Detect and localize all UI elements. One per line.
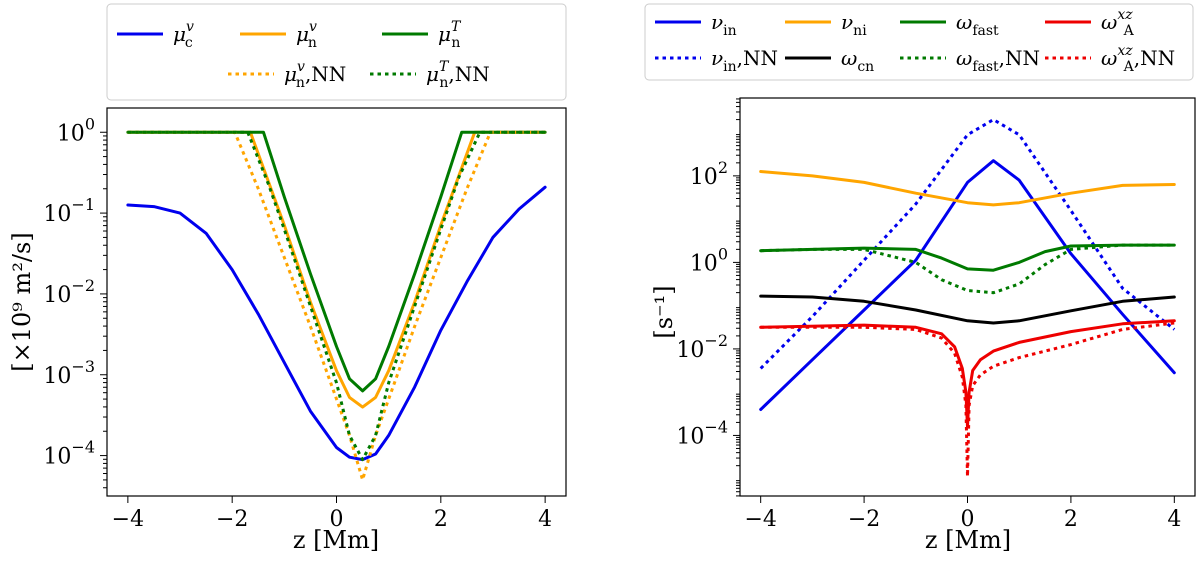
left-y-ticks: 100 10−1 10−2 10−3 10−4 xyxy=(43,114,107,489)
y-tick-label: 10−3 xyxy=(43,357,95,389)
left-series xyxy=(126,130,547,482)
right-y-axis-label: [s⁻¹] xyxy=(650,285,678,338)
legend-label: νni xyxy=(841,10,867,39)
left-legend-items: μv c μv n μT n μv n,NN μT n,NN xyxy=(117,19,490,91)
left-legend xyxy=(106,3,567,101)
legend-label: μv c xyxy=(173,19,194,51)
legend-label: νin,NN xyxy=(711,46,778,75)
left-y-axis-label: [×10⁹ m²/s] xyxy=(8,232,36,371)
right-x-ticks: −4 −2 0 2 4 xyxy=(744,496,1181,532)
series-line-mu_n_T_NN xyxy=(127,130,546,462)
x-tick-label: 2 xyxy=(1064,507,1078,532)
x-tick-label: −2 xyxy=(848,507,880,532)
y-tick-label: 10−2 xyxy=(676,331,728,363)
x-tick-label: 4 xyxy=(1167,507,1181,532)
legend-label: μv n xyxy=(296,19,317,51)
x-tick-label: 4 xyxy=(538,507,552,532)
legend-label: νin xyxy=(711,10,737,39)
legend-label: ωcn xyxy=(841,46,874,75)
right-y-ticks: 102 100 10−2 10−4 xyxy=(676,98,740,497)
series-line-mu_c_v xyxy=(126,185,547,462)
left-chart: μv c μv n μT n μv n,NN μT n,NN −4 −2 0 2 4 100 10−1 10−… xyxy=(8,3,567,554)
left-plot-frame xyxy=(106,107,567,497)
y-tick-label: 10−4 xyxy=(676,417,728,449)
series-line-omega_fast_NN xyxy=(760,243,1175,295)
y-tick-label: 102 xyxy=(690,158,728,190)
x-tick-label: −4 xyxy=(744,507,776,532)
x-tick-label: 2 xyxy=(434,507,448,532)
series-line-nu_ni xyxy=(759,170,1176,207)
series-line-mu_n_v xyxy=(126,130,547,409)
x-tick-label: 0 xyxy=(330,507,344,532)
y-tick-label: 10−4 xyxy=(43,438,95,470)
series-line-omega_A_xz_NN xyxy=(760,321,1175,478)
series-line-omega_fast xyxy=(759,243,1176,272)
right-series xyxy=(759,118,1176,478)
legend-label: ωfast,NN xyxy=(956,46,1040,75)
legend-label: ωfast xyxy=(956,10,999,39)
y-tick-label: 100 xyxy=(690,244,728,276)
right-x-axis-label: z [Mm] xyxy=(925,526,1011,554)
legend-label: ωxz A xyxy=(1101,7,1135,39)
legend-label: μT n xyxy=(438,19,462,51)
series-line-mu_n_T xyxy=(126,130,547,393)
y-tick-label: 10−1 xyxy=(43,195,95,227)
legend-label: ωxz A,NN xyxy=(1101,43,1175,75)
series-line-nu_in xyxy=(759,159,1176,411)
legend-label: μv n,NN xyxy=(284,59,346,91)
series-line-mu_n_v_NN xyxy=(127,130,546,482)
x-tick-label: 0 xyxy=(961,507,975,532)
y-tick-label: 100 xyxy=(57,114,95,146)
x-tick-label: −2 xyxy=(216,507,248,532)
x-tick-label: −4 xyxy=(112,507,144,532)
series-line-omega_A_xz xyxy=(759,319,1176,429)
series-line-nu_in_NN xyxy=(759,118,1176,370)
series-line-omega_cn xyxy=(759,294,1176,325)
legend-label: μT n,NN xyxy=(426,59,490,91)
left-x-axis-label: z [Mm] xyxy=(293,526,379,554)
right-legend-items: νin νni ωfast ωxz A νin,NN ωcn ωfast,NN ωxz A,NN xyxy=(655,7,1175,75)
left-x-ticks: −4 −2 0 2 4 xyxy=(112,496,552,532)
y-tick-label: 10−2 xyxy=(43,276,95,308)
